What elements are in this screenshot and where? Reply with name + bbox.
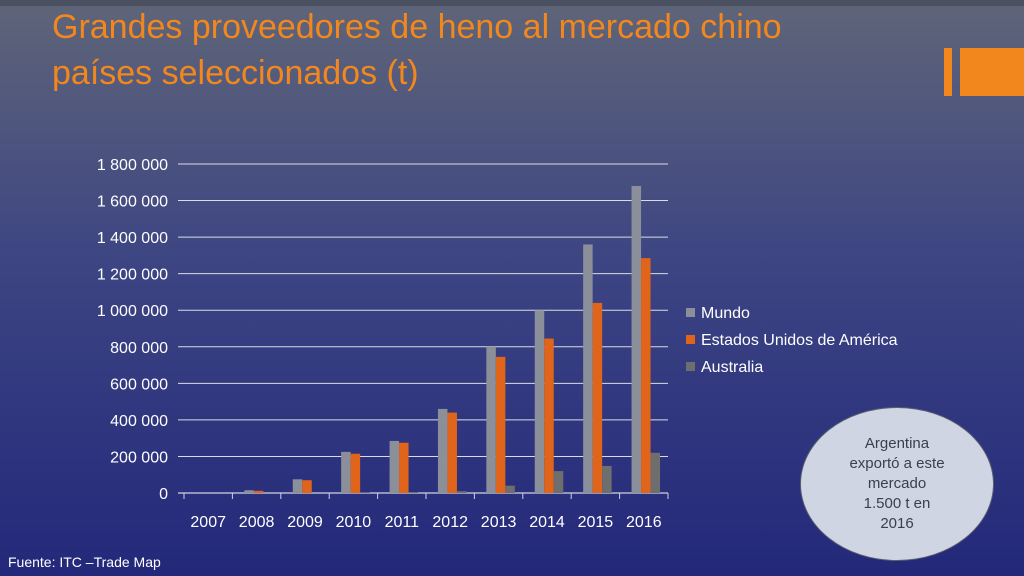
bar [583,244,593,493]
y-tick-label: 200 000 [110,449,168,466]
bar [350,453,361,493]
accent-bar [944,48,952,96]
bar [495,356,506,493]
note-ellipse: Argentina exportó a este mercado 1.500 t… [800,407,994,561]
top-strip [0,0,1024,6]
bar [447,412,457,493]
x-tick-label: 2013 [481,514,517,531]
bar [631,185,642,493]
x-tick-label: 2009 [287,514,323,531]
y-tick-label: 1 600 000 [97,194,168,211]
bar [505,485,515,493]
bar [389,440,400,493]
legend-label: Estados Unidos de América [701,332,898,349]
bar [486,346,496,493]
legend-label: Australia [701,359,763,376]
bar [534,310,545,493]
y-tick-label: 1 200 000 [97,267,168,284]
y-tick-label: 600 000 [110,376,168,393]
bar [292,479,303,493]
legend-swatch [686,308,695,317]
x-tick-label: 2015 [578,514,614,531]
bar [408,492,419,493]
x-tick-label: 2010 [336,514,372,531]
bar [592,302,603,493]
bar [553,471,564,493]
note-text: Argentina exportó a este mercado 1.500 t… [849,435,945,532]
slide-title: Grandes proveedores de heno al mercado c… [52,4,932,96]
bar [456,491,467,493]
y-tick-label: 1 000 000 [97,303,168,320]
legend-swatch [686,362,695,371]
y-tick-label: 1 400 000 [97,230,168,247]
bar [360,492,370,493]
bar [544,338,554,493]
x-tick-label: 2014 [529,514,565,531]
x-tick-label: 2012 [432,514,468,531]
x-tick-label: 2016 [626,514,662,531]
y-tick-label: 0 [159,486,168,503]
bar [244,490,254,493]
y-tick-label: 1 800 000 [97,157,168,174]
bar [302,480,312,493]
bar [437,408,448,493]
bar [641,258,651,493]
bar [602,465,612,493]
bar [341,451,351,493]
y-tick-label: 800 000 [110,340,168,357]
x-tick-label: 2011 [385,514,420,531]
legend-label: Mundo [701,305,750,322]
bar [650,452,661,493]
accent-block [960,48,1024,96]
legend-swatch [686,335,695,344]
y-tick-label: 400 000 [110,413,168,430]
title-line-2: países seleccionados (t) [52,54,419,92]
bar [399,442,409,493]
x-tick-label: 2007 [190,514,226,531]
bar [253,490,264,493]
title-line-1: Grandes proveedores de heno al mercado c… [52,8,782,46]
x-tick-label: 2008 [239,514,275,531]
source-text: Fuente: ITC –Trade Map [8,554,161,570]
